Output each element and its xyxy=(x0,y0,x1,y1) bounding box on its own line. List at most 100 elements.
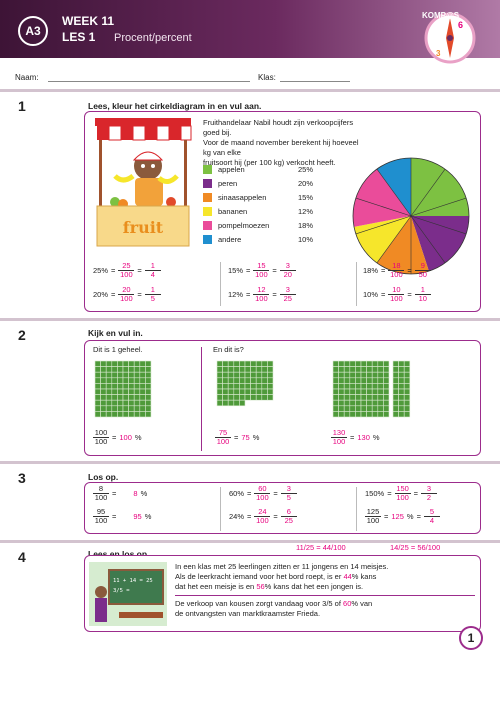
fraction: 95 100 xyxy=(93,507,109,525)
grid-cell xyxy=(255,388,263,395)
grid-cell xyxy=(216,377,223,384)
grid-answer[interactable]: 75 100 = 75% xyxy=(215,428,260,446)
grid-cell xyxy=(403,405,411,412)
grid-cell xyxy=(111,366,118,373)
grid-cell xyxy=(216,366,223,373)
fraction: 60 100 xyxy=(254,484,271,502)
classroom-illustration: 11 + 14 = 25 3/5 = xyxy=(89,562,167,626)
pie-division-line xyxy=(355,197,412,217)
grid-cell xyxy=(392,411,399,418)
legend-value: 10% xyxy=(298,234,314,244)
legend-label: bananen xyxy=(218,206,248,216)
story-text: Fruithandelaar Nabil houdt zijn verkoopc… xyxy=(203,118,359,167)
grid-cell xyxy=(105,383,113,390)
fruit-sign: fruit xyxy=(123,218,164,237)
grid-answer[interactable]: 100 100 = 100% xyxy=(93,428,142,446)
grid-cell xyxy=(377,377,384,384)
grid-cell xyxy=(100,383,107,390)
section-divider xyxy=(0,89,500,92)
grid-cell xyxy=(349,360,356,367)
fraction-to-percent[interactable]: 125 100 = 125% = 5 4 xyxy=(365,508,440,525)
answer-44[interactable]: 44 xyxy=(343,572,352,581)
grid-cell xyxy=(222,383,229,390)
grid-cell xyxy=(100,411,107,418)
legend: appelen 25% peren 20% sinaasappelen 15% banane… xyxy=(203,162,348,246)
grid-cell xyxy=(355,388,362,395)
grid-cell xyxy=(338,371,345,379)
legend-value: 18% xyxy=(298,220,314,230)
grid-cell xyxy=(343,383,351,390)
grid-cell xyxy=(332,377,339,384)
grid-cell xyxy=(383,394,390,401)
naam-field[interactable] xyxy=(48,81,250,82)
grid-cell xyxy=(145,411,152,418)
grid-cell xyxy=(355,371,362,379)
percent-to-fraction[interactable]: 60% = 60 100 = 3 5 xyxy=(229,485,297,502)
grid-cell xyxy=(349,371,356,379)
fraction-to-percent[interactable]: 95 100 = 95% xyxy=(93,507,152,525)
grid-cell xyxy=(111,377,118,384)
grid-cell xyxy=(239,360,246,367)
grid-cell xyxy=(94,371,101,379)
klas-field[interactable] xyxy=(280,81,350,82)
grid-cell xyxy=(398,377,405,384)
grid-cell xyxy=(244,388,251,395)
grid-cell xyxy=(261,366,268,373)
percent-to-fraction[interactable]: 24% = 24 100 = 6 25 xyxy=(229,508,297,525)
grid-cell xyxy=(371,411,379,418)
section-divider xyxy=(0,461,500,464)
grid-cell xyxy=(227,360,235,367)
grid-cell xyxy=(250,383,257,390)
grid-cell xyxy=(366,405,373,412)
grid-cell xyxy=(222,366,229,373)
grid-cell xyxy=(355,360,362,367)
answer-60[interactable]: 60 xyxy=(343,599,352,608)
grid-cell xyxy=(105,399,113,407)
percent-to-fraction[interactable]: 150% = 150 100 = 3 2 xyxy=(365,485,437,502)
fraction: 12 100 xyxy=(253,285,270,303)
grid-cell xyxy=(239,366,246,373)
grid-cell xyxy=(239,371,246,379)
klas-label: Klas: xyxy=(258,73,276,82)
grid-cell xyxy=(255,394,263,401)
grid-cell xyxy=(371,394,379,401)
grid-cell xyxy=(383,399,390,407)
legend-label: appelen xyxy=(218,164,245,174)
legend-swatch xyxy=(203,178,212,188)
grid-cell xyxy=(216,394,223,401)
grid-cell xyxy=(222,360,229,367)
legend-swatch xyxy=(203,234,212,244)
grid-cell xyxy=(343,399,351,407)
grid-answer[interactable]: 130 100 = 130% xyxy=(331,428,380,446)
grid-cell xyxy=(355,405,362,412)
legend-swatch xyxy=(203,164,212,174)
fraction: 100 100 xyxy=(93,428,109,446)
grid-cell xyxy=(105,377,113,384)
grid-cell xyxy=(233,383,240,390)
grid-cell xyxy=(255,360,263,367)
grid-cell xyxy=(383,360,390,367)
grid-cell xyxy=(261,371,268,379)
grid-cell xyxy=(227,394,235,401)
exercise-instruction: Lees, kleur het cirkeldiagram in en vul … xyxy=(88,101,262,111)
grid-cell xyxy=(392,405,399,412)
exercise-1-box: fruit Fruithandelaar Nabil houdt zijn ve… xyxy=(84,111,481,312)
pie-division-line xyxy=(410,197,467,217)
pie-outline xyxy=(352,157,470,275)
equation-grid: 25% = 25 100 = 1 4 20% = 20 100 = 1 5 15% = 15 100 = 3 20 12%… xyxy=(91,262,476,310)
kompas-logo: 6 3 KOMP@S xyxy=(422,11,476,64)
pie-division-line xyxy=(410,215,446,264)
grid-cell xyxy=(338,399,345,407)
grid-cell xyxy=(349,377,356,384)
grid-cell xyxy=(343,377,351,384)
grid-cell xyxy=(332,405,339,412)
ex2-answers: 100 100 = 100% 75 100 = 75% 130 100 = 130% xyxy=(85,429,482,453)
answer-56[interactable]: 56 xyxy=(256,582,265,591)
grid-cell xyxy=(343,388,351,395)
grid-cell xyxy=(227,377,235,384)
grid-cell xyxy=(349,366,356,373)
grid-cell xyxy=(111,399,118,407)
naam-label: Naam: xyxy=(15,73,39,82)
grid-cell xyxy=(392,366,399,373)
fraction-to-percent[interactable]: 8 100 = 8% xyxy=(93,484,148,502)
